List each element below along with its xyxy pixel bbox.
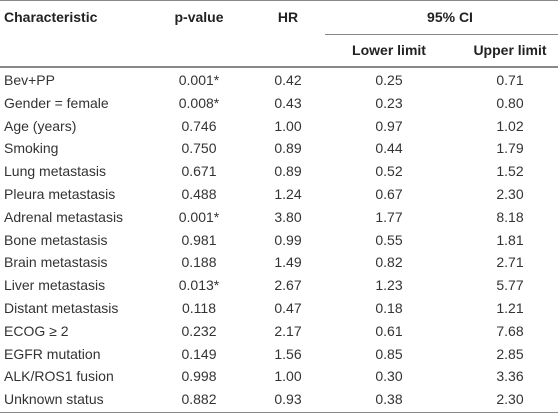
table-cell: 2.30	[496, 391, 524, 408]
table-cell: 3.36	[496, 368, 524, 385]
table-cell: 3.80	[274, 208, 302, 225]
table-cell: 2.85	[496, 345, 524, 362]
row-label: ALK/ROS1 fusion	[4, 368, 114, 385]
row-label: Bone metastasis	[4, 231, 108, 248]
table-cell: 0.52	[375, 163, 403, 180]
row-label: Lung metastasis	[4, 163, 106, 180]
table-cell: 0.750	[181, 140, 217, 157]
rule	[325, 34, 558, 35]
column-header: p-value	[174, 9, 224, 25]
table-cell: 0.85	[375, 345, 403, 362]
table-cell: 0.38	[375, 391, 403, 408]
table-cell: 0.61	[375, 322, 403, 339]
row-label: Bev+PP	[4, 72, 55, 88]
row-label: Gender = female	[4, 94, 109, 111]
table-cell: 0.746	[181, 117, 217, 134]
table-cell: 0.93	[274, 391, 302, 408]
table-cell: 2.17	[274, 322, 302, 339]
table-cell: 0.013*	[178, 277, 220, 294]
column-header: Upper limit	[473, 42, 547, 58]
table-cell: 1.00	[274, 368, 302, 385]
table-cell: 8.18	[496, 208, 524, 225]
table-cell: 5.77	[496, 277, 524, 294]
table-cell: 0.47	[274, 300, 302, 316]
table-cell: 1.00	[274, 117, 302, 134]
table-cell: 0.998	[181, 368, 217, 385]
table-cell: 1.23	[375, 277, 403, 294]
table-cell: 0.001*	[178, 72, 220, 88]
rule	[0, 0, 558, 1]
table-cell: 0.44	[375, 140, 403, 157]
table-cell: 1.49	[274, 254, 302, 271]
rule	[0, 412, 558, 413]
table-cell: 0.97	[375, 117, 403, 134]
row-label: EGFR mutation	[4, 345, 101, 362]
row-label: Distant metastasis	[4, 300, 119, 316]
table-cell: 0.149	[181, 345, 217, 362]
column-header: HR	[277, 9, 299, 25]
table-cell: 0.488	[181, 186, 217, 202]
row-label: Unknown status	[4, 391, 104, 408]
row-label: Adrenal metastasis	[4, 208, 124, 225]
table-cell: 0.981	[181, 231, 217, 248]
table-cell: 0.001*	[178, 208, 220, 225]
table-cell: 0.232	[181, 322, 217, 339]
table-cell: 0.71	[496, 72, 524, 88]
row-label: Pleura metastasis	[4, 186, 116, 202]
table-cell: 0.118	[182, 300, 216, 316]
table-cell: 0.25	[375, 72, 403, 88]
table-cell: 1.81	[496, 231, 524, 248]
table-cell: 0.89	[274, 140, 302, 157]
table-cell: 0.008*	[178, 94, 220, 111]
table-cell: 0.671	[181, 163, 217, 180]
table-cell: 1.56	[274, 345, 302, 362]
row-label: Brain metastasis	[4, 254, 108, 271]
group-header: 95% CI	[427, 9, 473, 25]
table-cell: 0.89	[274, 163, 302, 180]
column-header: Characteristic	[4, 9, 98, 25]
table-cell: 1.24	[274, 186, 302, 202]
table-cell: 7.68	[496, 322, 524, 339]
table-cell: 2.71	[496, 254, 524, 271]
table-cell: 0.82	[375, 254, 403, 271]
table-cell: 2.67	[274, 277, 302, 294]
table-cell: 1.52	[496, 163, 524, 180]
rule	[0, 66, 558, 68]
table-cell: 0.80	[496, 94, 524, 111]
row-label: Age (years)	[4, 117, 77, 134]
table-cell: 2.30	[496, 186, 524, 202]
table-cell: 0.99	[274, 231, 302, 248]
table-cell: 0.43	[274, 94, 302, 111]
table-cell: 0.882	[181, 391, 217, 408]
table-cell: 0.30	[375, 368, 403, 385]
table-cell: 0.23	[375, 94, 403, 111]
table-cell: 0.188	[181, 254, 217, 271]
table-cell: 1.77	[375, 208, 403, 225]
row-label: Smoking	[4, 140, 59, 157]
row-label: Liver metastasis	[4, 277, 106, 294]
column-header: Lower limit	[352, 42, 426, 58]
table-cell: 1.21	[496, 300, 524, 316]
table-cell: 0.67	[375, 186, 403, 202]
table-cell: 0.18	[375, 300, 403, 316]
row-label: ECOG ≥ 2	[4, 322, 69, 339]
table-cell: 1.02	[496, 117, 524, 134]
table-cell: 0.55	[375, 231, 403, 248]
table-cell: 0.42	[274, 72, 302, 88]
table-cell: 1.79	[496, 140, 524, 157]
